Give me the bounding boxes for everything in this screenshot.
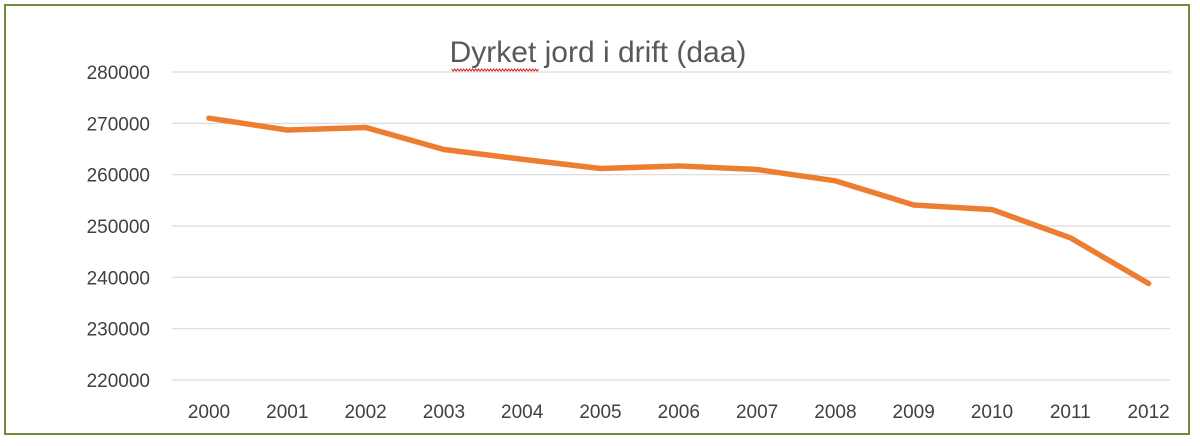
x-tick-label: 2012 [1127, 402, 1169, 423]
y-tick-label: 220000 [87, 371, 150, 392]
x-tick-label: 2009 [893, 402, 935, 423]
x-tick-label: 2004 [501, 402, 544, 423]
x-tick-label: 2007 [736, 402, 778, 423]
chart-frame [4, 4, 1190, 435]
x-tick-label: 2010 [971, 402, 1013, 423]
x-tick-label: 2002 [344, 402, 386, 423]
y-tick-label: 260000 [87, 166, 150, 187]
chart-title: Dyrket jord i drift (daa) [450, 36, 747, 69]
series-line [206, 115, 1152, 287]
x-tick-label: 2000 [188, 402, 230, 423]
x-tick-label: 2005 [579, 402, 621, 423]
x-tick-label: 2003 [423, 402, 465, 423]
x-tick-label: 2001 [266, 402, 308, 423]
y-tick-label: 270000 [87, 114, 150, 135]
y-tick-label: 230000 [87, 320, 150, 341]
x-tick-label: 2011 [1050, 402, 1091, 423]
x-axis-ticks: 2000 2001 2002 2003 2004 2005 2006 2007 2008 2009… [188, 402, 1170, 423]
x-tick-label: 2008 [814, 402, 856, 423]
spellcheck-underline [451, 68, 540, 72]
y-tick-label: 250000 [87, 217, 150, 238]
gridlines [172, 71, 1170, 381]
y-tick-label: 240000 [87, 268, 150, 289]
y-tick-label: 280000 [87, 63, 150, 84]
series-layer [206, 115, 1152, 287]
y-axis-ticks: 220000 230000 240000 250000 260000 270000 2800… [87, 63, 150, 392]
x-tick-label: 2006 [658, 402, 700, 423]
